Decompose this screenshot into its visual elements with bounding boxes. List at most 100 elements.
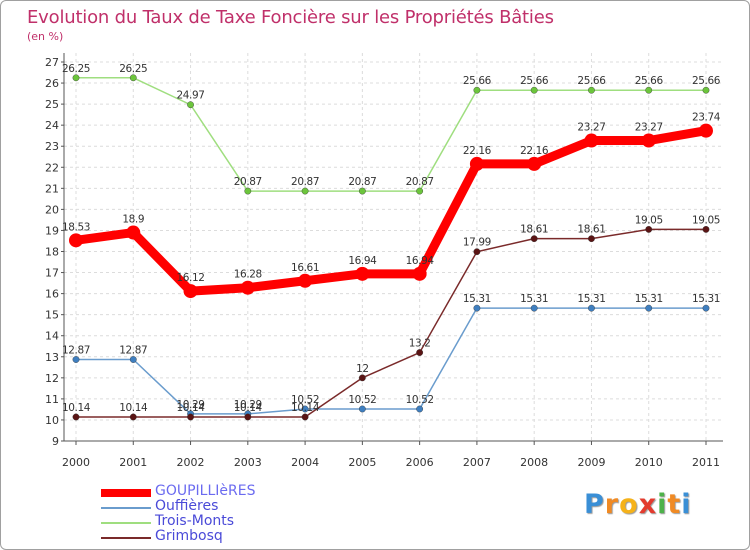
data-label: 20.87 bbox=[348, 176, 376, 188]
data-point bbox=[473, 248, 481, 256]
data-label: 15.31 bbox=[520, 293, 548, 305]
data-point bbox=[530, 235, 538, 243]
data-label: 16.94 bbox=[406, 255, 435, 267]
legend-label: Trois-Monts bbox=[155, 513, 235, 529]
data-point bbox=[187, 413, 194, 421]
x-tick-label: 2004 bbox=[291, 456, 319, 469]
data-label: 24.97 bbox=[177, 90, 205, 102]
data-point bbox=[702, 86, 710, 94]
data-label: 25.66 bbox=[635, 75, 664, 87]
data-label: 16.94 bbox=[348, 255, 377, 267]
data-label: 25.66 bbox=[520, 75, 549, 87]
data-point bbox=[72, 356, 80, 363]
data-label: 12 bbox=[356, 363, 369, 375]
series-line-grimbosq bbox=[75, 228, 707, 418]
data-label: 10.52 bbox=[406, 394, 434, 406]
legend-label: Grimbosq bbox=[155, 528, 223, 544]
y-tick-label: 17 bbox=[45, 267, 59, 280]
brand-letter: x bbox=[638, 489, 658, 520]
y-tick-label: 12 bbox=[45, 372, 59, 385]
data-label: 23.27 bbox=[577, 122, 605, 134]
data-point bbox=[129, 413, 137, 421]
data-label: 10.14 bbox=[291, 402, 320, 414]
chart-title: Evolution du Taux de Taxe Foncière sur l… bbox=[27, 7, 554, 28]
data-label: 10.14 bbox=[62, 402, 91, 414]
x-tick-label: 2008 bbox=[520, 456, 548, 469]
y-tick-label: 9 bbox=[52, 435, 59, 448]
data-label: 17.99 bbox=[463, 237, 491, 249]
x-tick-label: 2002 bbox=[177, 456, 205, 469]
data-label: 15.31 bbox=[463, 293, 491, 305]
y-tick-label: 26 bbox=[45, 77, 59, 90]
series-layer bbox=[69, 74, 713, 421]
x-tick-label: 2011 bbox=[692, 456, 720, 469]
y-tick-label: 24 bbox=[45, 119, 59, 132]
y-tick-label: 23 bbox=[45, 140, 59, 153]
y-tick-label: 20 bbox=[45, 203, 59, 216]
data-point bbox=[588, 304, 595, 312]
data-label: 19.05 bbox=[692, 214, 720, 226]
proxiti-logo: Proxiti bbox=[584, 489, 692, 520]
y-axis-unit-label: (en %) bbox=[27, 30, 64, 43]
data-label: 10.29 bbox=[234, 399, 262, 411]
data-label: 10.29 bbox=[177, 399, 205, 411]
data-point bbox=[412, 266, 427, 281]
data-label: 16.28 bbox=[234, 269, 262, 281]
data-point bbox=[301, 187, 309, 195]
brand-letter: i bbox=[657, 489, 668, 520]
y-tick-label: 21 bbox=[45, 182, 59, 195]
data-point bbox=[416, 349, 424, 356]
data-label: 18.53 bbox=[62, 221, 90, 233]
legend-swatch bbox=[101, 537, 151, 539]
data-label: 18.9 bbox=[122, 214, 144, 226]
data-point bbox=[129, 74, 137, 82]
data-point bbox=[355, 266, 370, 281]
brand-letter: t bbox=[667, 489, 682, 520]
x-tick-label: 2009 bbox=[577, 456, 605, 469]
data-point bbox=[301, 413, 309, 421]
brand-letter: P bbox=[584, 489, 605, 520]
data-label: 25.66 bbox=[463, 75, 492, 87]
data-point bbox=[416, 187, 424, 195]
data-point bbox=[645, 304, 653, 312]
data-label: 10.14 bbox=[177, 402, 206, 414]
data-point bbox=[298, 273, 313, 288]
brand-letter: r bbox=[604, 489, 620, 520]
data-label: 13.2 bbox=[409, 338, 431, 350]
y-tick-label: 27 bbox=[45, 56, 59, 69]
data-point bbox=[469, 156, 484, 171]
data-label: 10.14 bbox=[234, 402, 263, 414]
data-point bbox=[702, 225, 710, 233]
data-point bbox=[416, 405, 424, 413]
x-tick-label: 2005 bbox=[348, 456, 376, 469]
brand-letter: o bbox=[619, 489, 639, 520]
data-label: 15.31 bbox=[577, 293, 605, 305]
data-label: 26.25 bbox=[62, 63, 90, 75]
data-label: 20.87 bbox=[406, 176, 434, 188]
x-tick-label: 2000 bbox=[62, 456, 90, 469]
data-label: 26.25 bbox=[119, 63, 147, 75]
series-line-trois-monts bbox=[75, 77, 707, 192]
data-point bbox=[702, 304, 710, 312]
data-point bbox=[641, 133, 656, 148]
y-tick-label: 19 bbox=[45, 224, 59, 237]
data-label: 16.12 bbox=[177, 272, 205, 284]
data-label: 22.16 bbox=[463, 145, 492, 157]
legend-label: GOUPILLIèRES bbox=[155, 483, 256, 499]
x-tick-label: 2010 bbox=[635, 456, 663, 469]
series-line-goupilli-res bbox=[71, 126, 711, 296]
data-point bbox=[645, 225, 653, 233]
y-tick-label: 10 bbox=[45, 414, 59, 427]
data-point bbox=[527, 156, 542, 171]
y-tick-label: 22 bbox=[45, 161, 59, 174]
data-point bbox=[358, 374, 366, 382]
y-tick-label: 13 bbox=[45, 351, 59, 364]
y-tick-label: 25 bbox=[45, 98, 59, 111]
data-label: 20.87 bbox=[234, 176, 262, 188]
data-label: 18.61 bbox=[577, 224, 605, 236]
data-label-layer: 18.53 18.9 16.12 16.28 16.61 16.94 16.94 22.16 2… bbox=[62, 63, 721, 414]
data-label: 25.66 bbox=[692, 75, 721, 87]
data-point bbox=[69, 233, 83, 248]
data-label: 16.61 bbox=[291, 262, 319, 274]
